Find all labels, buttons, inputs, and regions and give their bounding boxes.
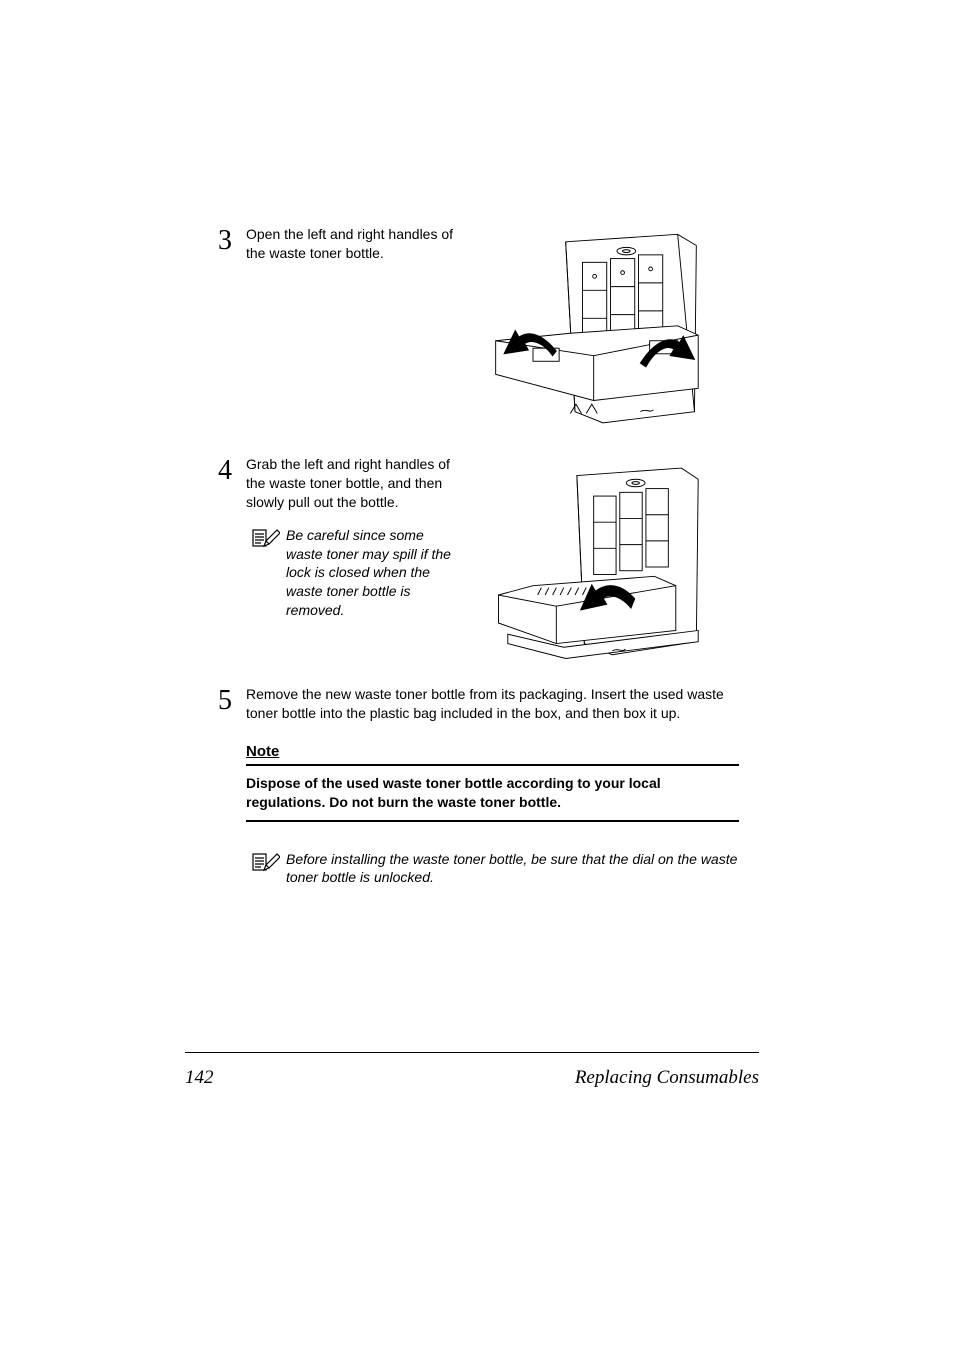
footer-rule: 142 Replacing Consumables: [185, 1052, 759, 1089]
step-right-column: [467, 455, 739, 665]
note-pencil-icon: [246, 526, 286, 548]
step-5: 5 Remove the new waste toner bottle from…: [218, 685, 739, 723]
printer-pullout-illustration: [473, 455, 733, 665]
step-right-column: [467, 225, 739, 435]
step-4-tip: Be careful since some waste toner may sp…: [246, 526, 461, 620]
note-block: Note Dispose of the used waste toner bot…: [246, 743, 739, 822]
note-pencil-icon: [246, 850, 286, 872]
step-4: 4 Grab the left and right handles of the…: [218, 455, 739, 665]
step-number: 5: [218, 685, 246, 715]
post-note-text: Before installing the waste toner bottle…: [286, 850, 739, 888]
step-4-text: Grab the left and right handles of the w…: [246, 455, 461, 512]
step-number: 4: [218, 455, 246, 485]
step-row: Open the left and right handles of the w…: [246, 225, 739, 435]
manual-page: 3 Open the left and right handles of the…: [0, 0, 954, 1351]
step-row: Grab the left and right handles of the w…: [246, 455, 739, 665]
note-body: Dispose of the used waste toner bottle a…: [246, 766, 739, 822]
section-title: Replacing Consumables: [575, 1067, 759, 1089]
step-left-column: Grab the left and right handles of the w…: [246, 455, 467, 620]
post-note-tip: Before installing the waste toner bottle…: [246, 850, 739, 888]
step-3-text: Open the left and right handles of the w…: [246, 225, 461, 263]
step-4-tip-text: Be careful since some waste toner may sp…: [286, 526, 461, 620]
step-body: Remove the new waste toner bottle from i…: [246, 685, 739, 723]
step-number: 3: [218, 225, 246, 255]
step-left-column: Open the left and right handles of the w…: [246, 225, 467, 263]
step-body: Grab the left and right handles of the w…: [246, 455, 739, 665]
note-heading: Note: [246, 743, 739, 766]
page-number: 142: [185, 1067, 214, 1089]
step-5-text: Remove the new waste toner bottle from i…: [246, 685, 739, 723]
page-footer: 142 Replacing Consumables: [185, 1016, 759, 1089]
printer-handle-illustration: [473, 225, 733, 435]
step-3: 3 Open the left and right handles of the…: [218, 225, 739, 435]
step-body: Open the left and right handles of the w…: [246, 225, 739, 435]
